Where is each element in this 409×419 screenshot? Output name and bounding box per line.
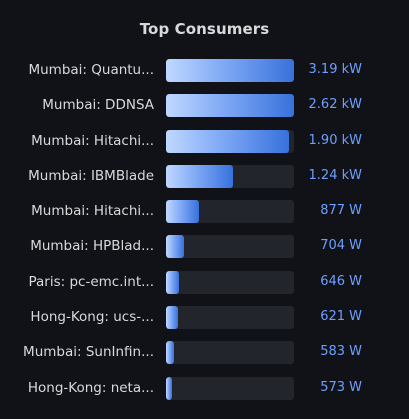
consumer-value: 573 W	[320, 379, 362, 395]
consumer-row: Mumbai: Hitachi... 1.90 kW	[0, 124, 409, 159]
consumer-row: Mumbai: IBMBlade 1.24 kW	[0, 159, 409, 194]
consumer-label: Paris: pc-emc.int...	[28, 273, 155, 290]
bar-track	[166, 376, 294, 400]
consumer-row: Mumbai: SunInfin... 583 W	[0, 335, 409, 370]
bar-track	[166, 341, 294, 365]
consumer-value: 3.19 kW	[308, 62, 362, 77]
consumer-row: Hong-Kong: ucs-... 621 W	[0, 300, 409, 335]
bar-track	[166, 306, 294, 330]
bar-fill	[166, 235, 184, 259]
bar-fill	[166, 376, 173, 400]
consumer-value: 2.62 kW	[308, 97, 362, 113]
bar-fill	[166, 164, 233, 188]
bar-track	[166, 129, 294, 153]
consumer-value: 583 W	[320, 344, 362, 360]
bar-fill	[166, 270, 179, 294]
bar-fill	[166, 129, 289, 153]
consumer-label: Mumbai: Hitachi...	[31, 132, 154, 149]
bar-fill	[166, 59, 294, 82]
consumer-row: Mumbai: Quantu... 3.19 kW	[0, 53, 409, 88]
bar-fill	[166, 341, 174, 365]
consumer-label: Mumbai: Hitachi...	[31, 203, 154, 220]
consumer-row: Mumbai: DDNSA 2.62 kW	[0, 88, 409, 123]
consumer-list: Mumbai: Quantu... 3.19 kW Mumbai: DDNSA 2.6…	[0, 53, 409, 406]
consumer-label: Mumbai: Quantu...	[28, 62, 154, 78]
consumer-label: Mumbai: SunInfin...	[23, 344, 154, 361]
consumer-label: Mumbai: IBMBlade	[28, 167, 154, 184]
consumer-value: 621 W	[320, 309, 362, 325]
consumer-label: Hong-Kong: neta...	[27, 379, 154, 396]
bar-track	[166, 164, 294, 188]
panel-title: Top Consumers	[139, 20, 270, 38]
consumer-value: 704 W	[320, 238, 362, 254]
consumer-label: Mumbai: HPBlad...	[30, 238, 154, 255]
consumer-label: Mumbai: DDNSA	[42, 97, 154, 114]
consumer-value: 1.90 kW	[308, 132, 362, 148]
bar-fill	[166, 306, 178, 330]
consumer-value: 877 W	[320, 203, 362, 219]
bar-track	[166, 94, 294, 118]
bar-track	[166, 235, 294, 259]
bar-fill	[166, 200, 200, 224]
consumer-label: Hong-Kong: ucs-...	[30, 309, 154, 326]
bar-track	[166, 270, 294, 294]
bar-fill	[166, 94, 294, 118]
bar-track	[166, 200, 294, 224]
consumer-value: 646 W	[320, 273, 362, 289]
consumer-row: Hong-Kong: neta... 573 W	[0, 371, 409, 406]
bar-track	[166, 59, 294, 82]
consumer-value: 1.24 kW	[308, 167, 362, 183]
consumer-row: Mumbai: Hitachi... 877 W	[0, 194, 409, 229]
consumer-row: Mumbai: HPBlad... 704 W	[0, 229, 409, 264]
consumer-row: Paris: pc-emc.int... 646 W	[0, 265, 409, 300]
